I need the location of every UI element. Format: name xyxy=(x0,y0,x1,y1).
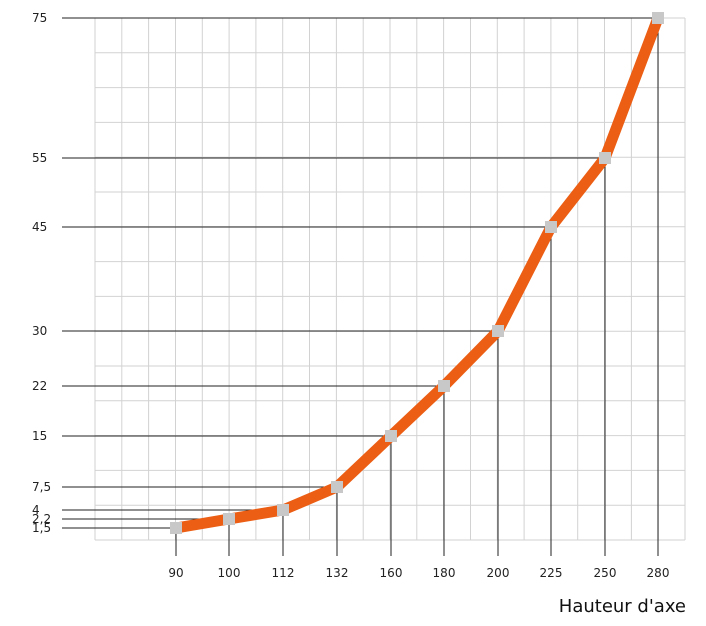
x-tick-label: 225 xyxy=(540,566,563,580)
data-point-marker xyxy=(599,152,611,164)
data-point-marker xyxy=(438,380,450,392)
data-point-marker xyxy=(277,504,289,516)
data-point-marker xyxy=(385,430,397,442)
y-tick-label: 45 xyxy=(32,220,47,234)
x-tick-label: 250 xyxy=(594,566,617,580)
x-tick-label: 160 xyxy=(380,566,403,580)
x-tick-label: 200 xyxy=(487,566,510,580)
y-tick-label: 7,5 xyxy=(32,480,51,494)
x-tick-label: 112 xyxy=(272,566,295,580)
data-point-marker xyxy=(170,522,182,534)
y-tick-label: 2,2 xyxy=(32,512,51,526)
y-tick-label: 75 xyxy=(32,11,47,25)
series-line xyxy=(175,16,664,534)
x-tick-label: 132 xyxy=(326,566,349,580)
y-tick-label: 1,5 xyxy=(32,521,51,535)
y-tick-label: 55 xyxy=(32,151,47,165)
data-point-marker xyxy=(331,481,343,493)
y-tick-label: 15 xyxy=(32,429,47,443)
data-point-marker xyxy=(545,221,557,233)
data-point-marker xyxy=(492,325,504,337)
x-tick-label: 180 xyxy=(433,566,456,580)
x-tick-label: 100 xyxy=(218,566,241,580)
data-point-marker xyxy=(652,12,664,24)
y-tick-label: 30 xyxy=(32,324,47,338)
x-tick-label: 90 xyxy=(168,566,183,580)
y-tick-label: 4 xyxy=(32,503,40,517)
x-axis-title: Hauteur d'axe xyxy=(558,596,686,617)
data-point-marker xyxy=(223,513,235,525)
x-tick-label: 280 xyxy=(647,566,670,580)
y-tick-label: 22 xyxy=(32,379,47,393)
